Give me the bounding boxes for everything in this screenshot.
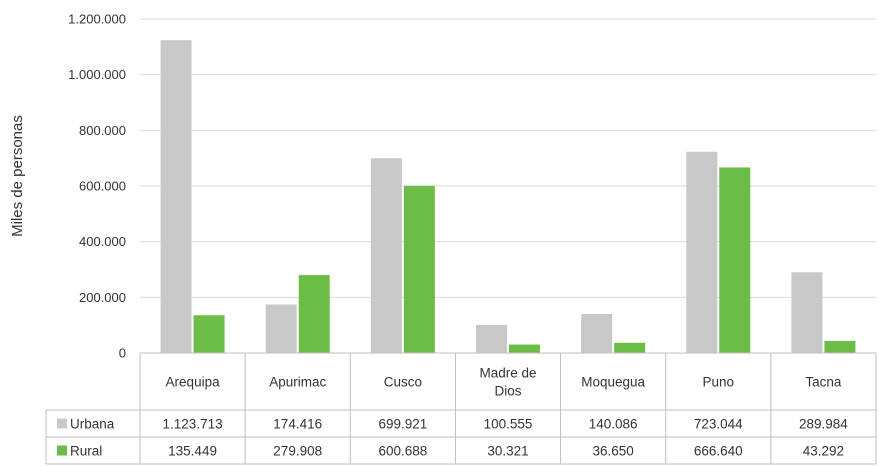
bar-urbana [791, 272, 823, 353]
y-tick-label: 1.000.000 [68, 67, 126, 82]
data-table: Arequipa Apurimac Cusco Madre de Dios Moquegu… [45, 352, 877, 465]
data-label-urbana: 100.555 [484, 417, 533, 432]
data-label-rural: 135.449 [168, 444, 217, 459]
category-label: Dios [494, 384, 521, 399]
category-label: Puno [703, 375, 735, 390]
data-label-rural: 43.292 [803, 444, 844, 459]
y-tick-label: 400.000 [79, 234, 126, 249]
bar-rural [193, 315, 225, 353]
bar-urbana [370, 158, 402, 353]
data-label-urbana: 140.086 [589, 417, 638, 432]
category-label: Madre de [479, 366, 536, 381]
bar-rural [614, 342, 646, 353]
y-axis-title: Miles de personas [9, 115, 26, 237]
bar-urbana [160, 40, 192, 353]
bar-urbana [476, 325, 507, 353]
data-label-rural: 666.640 [694, 444, 743, 459]
y-tick-label: 1.200.000 [68, 12, 126, 27]
bar-rural [509, 344, 540, 353]
bar-rural [719, 167, 751, 353]
data-label-urbana: 1.123.713 [163, 417, 223, 432]
y-tick-label: 600.000 [79, 179, 126, 194]
y-tick-label: 200.000 [79, 290, 126, 305]
data-label-rural: 600.688 [378, 444, 427, 459]
data-label-rural: 36.650 [592, 444, 633, 459]
y-tick-label: 800.000 [79, 123, 126, 138]
data-label-rural: 30.321 [487, 444, 528, 459]
bar-rural [298, 275, 330, 353]
category-label: Moquegua [581, 375, 645, 390]
y-axis: 0 200.000 400.000 600.000 800.000 1.000.000 1.… [68, 12, 126, 361]
legend-swatch-rural [57, 445, 67, 456]
bar-rural [824, 340, 856, 353]
bar-urbana [265, 304, 297, 353]
category-label: Tacna [805, 375, 842, 390]
data-label-urbana: 174.416 [273, 417, 322, 432]
y-tick-label: 0 [119, 346, 126, 361]
gridlines [140, 18, 876, 298]
bar-urbana [581, 314, 613, 353]
bars [160, 40, 856, 353]
bar-urbana [686, 151, 718, 353]
data-label-urbana: 699.921 [378, 417, 427, 432]
category-label: Apurimac [269, 375, 326, 390]
legend-swatch-urbana [57, 418, 67, 429]
data-label-rural: 279.908 [273, 444, 322, 459]
bar-rural [403, 185, 435, 353]
category-label: Arequipa [166, 375, 221, 390]
category-label: Cusco [384, 375, 422, 390]
legend-label-urbana: Urbana [70, 417, 115, 432]
data-label-urbana: 289.984 [799, 417, 848, 432]
data-label-urbana: 723.044 [694, 417, 743, 432]
legend-label-rural: Rural [70, 444, 102, 459]
